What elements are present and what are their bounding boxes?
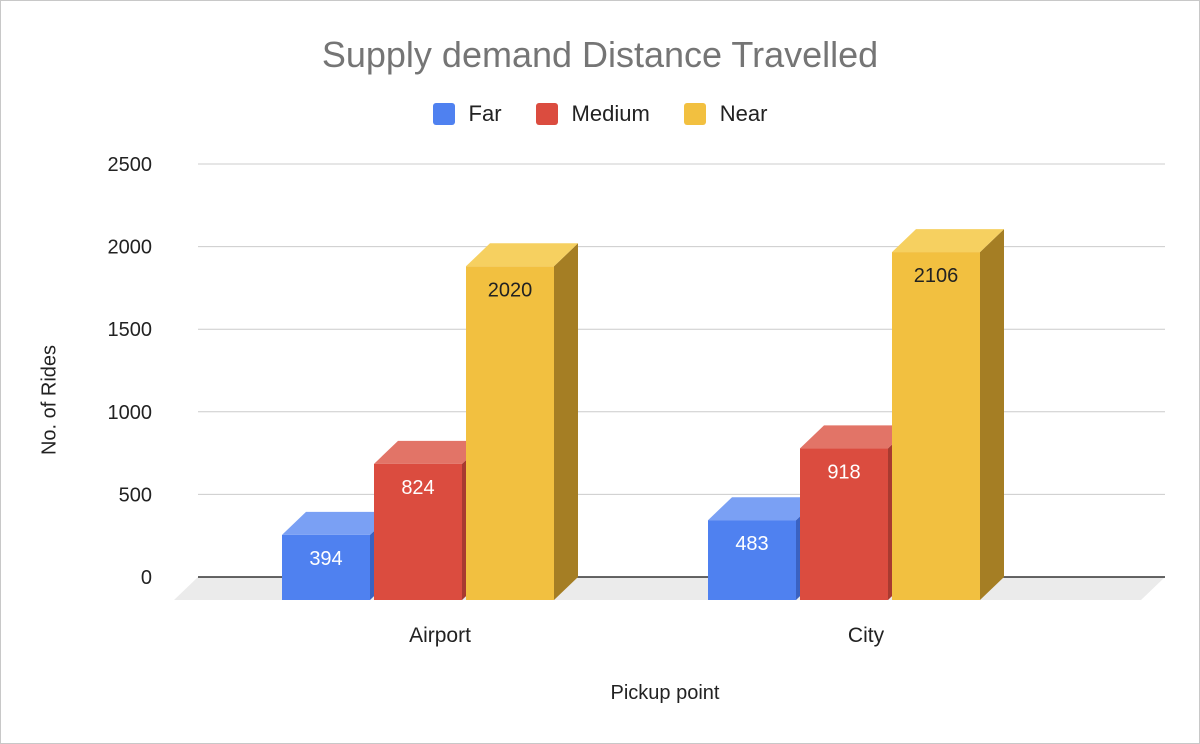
chart-title: Supply demand Distance Travelled: [321, 34, 879, 75]
data-label: 824: [401, 477, 434, 499]
bar-top: [708, 497, 820, 521]
bar-top: [374, 440, 486, 464]
y-tick-label: 2000: [108, 237, 153, 259]
y-tick-label: 500: [119, 484, 152, 506]
data-label: 2020: [488, 279, 533, 301]
legend-item-0: Far: [432, 101, 502, 127]
legend-label: Far: [468, 101, 502, 126]
legend-swatch: [683, 103, 706, 125]
y-tick-label: 1500: [108, 319, 153, 341]
x-axis-label: Pickup point: [610, 682, 720, 704]
y-tick-label: 2500: [108, 154, 153, 176]
x-tick-label: City: [848, 624, 885, 647]
bar: [892, 252, 980, 600]
x-tick-label: Airport: [409, 624, 471, 647]
bar: [466, 266, 554, 600]
y-tick-label: 0: [141, 567, 152, 589]
legend-item-1: Medium: [535, 101, 650, 127]
bar-top: [892, 229, 1004, 253]
legend-swatch: [535, 103, 558, 125]
bar: [374, 463, 462, 600]
chart-legend: Far Medium Near: [0, 101, 1200, 127]
legend-item-2: Near: [683, 101, 768, 127]
bar-top: [282, 511, 394, 535]
data-label: 394: [309, 548, 342, 570]
data-label: 483: [735, 533, 768, 555]
bar: [800, 448, 888, 600]
legend-label: Near: [719, 101, 768, 126]
data-label: 2106: [914, 265, 959, 287]
bar-side: [554, 243, 578, 600]
bar: [282, 534, 370, 600]
legend-label: Medium: [571, 101, 650, 126]
data-label: 918: [827, 461, 860, 483]
bar: [708, 520, 796, 600]
y-tick-label: 1000: [108, 402, 153, 424]
bar-top: [800, 425, 912, 449]
bar-side: [980, 229, 1004, 600]
bar-top: [466, 243, 578, 267]
legend-swatch: [432, 103, 455, 125]
